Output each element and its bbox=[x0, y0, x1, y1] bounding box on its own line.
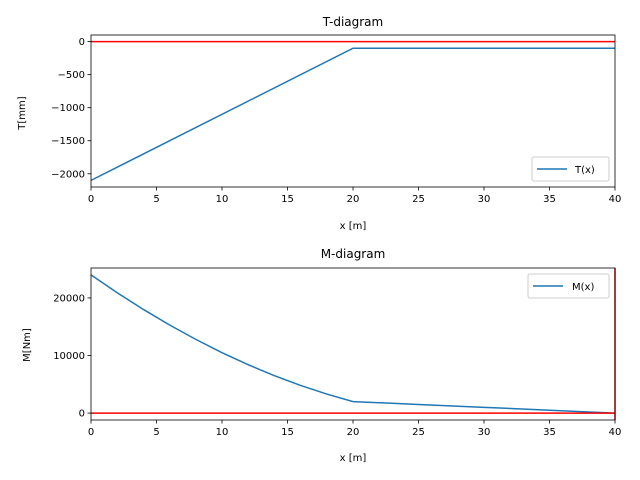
t-y-tick-label: −1500 bbox=[51, 136, 85, 147]
m-diagram-legend: M(x) bbox=[527, 273, 610, 299]
t-x-tick-label: 15 bbox=[281, 194, 294, 205]
t-diagram-ylabel: T[mm] bbox=[17, 96, 28, 130]
t-diagram-plot: 0 5 10 15 20 25 30 35 40 −2000 −1500 −1000 −500 0 bbox=[51, 34, 622, 205]
m-x-tick-label: 20 bbox=[347, 427, 360, 438]
t-x-tick-label: 0 bbox=[88, 194, 94, 205]
m-y-tick-label: 0 bbox=[79, 409, 85, 420]
m-x-tick-label: 40 bbox=[609, 427, 622, 438]
m-diagram-plot: 0 5 10 15 20 25 30 35 40 0 10000 20000 bbox=[53, 267, 622, 438]
m-x-tick-label: 35 bbox=[543, 427, 556, 438]
t-series-line-0 bbox=[90, 47, 615, 182]
m-diagram-xlabel: x [m] bbox=[340, 453, 367, 464]
t-legend-label: T(x) bbox=[574, 165, 595, 176]
t-diagram-legend: T(x) bbox=[531, 156, 610, 182]
m-legend-label: M(x) bbox=[572, 282, 594, 293]
t-x-tick-label: 20 bbox=[347, 194, 360, 205]
m-x-tick-label: 25 bbox=[412, 427, 425, 438]
t-x-tick-label: 5 bbox=[153, 194, 159, 205]
m-x-tick-label: 5 bbox=[153, 427, 159, 438]
t-diagram-title: T-diagram bbox=[322, 15, 383, 29]
m-x-tick-label: 30 bbox=[478, 427, 491, 438]
t-y-tick-label: −500 bbox=[58, 70, 85, 81]
m-x-tick-label: 15 bbox=[281, 427, 294, 438]
t-diagram-chart: T-diagram 0 5 10 15 20 25 30 35 40 −2000 −1500 −100… bbox=[17, 15, 621, 232]
t-diagram-xlabel: x [m] bbox=[340, 221, 367, 232]
m-series-line-0 bbox=[90, 274, 616, 414]
t-x-tick-label: 25 bbox=[412, 194, 425, 205]
t-y-tick-label: 0 bbox=[79, 37, 85, 48]
t-y-tick-label: −2000 bbox=[51, 169, 85, 180]
m-legend-frame bbox=[527, 273, 610, 299]
t-x-tick-label: 35 bbox=[543, 194, 556, 205]
t-y-tick-label: −1000 bbox=[51, 103, 85, 114]
t-x-tick-label: 30 bbox=[478, 194, 491, 205]
t-x-tick-label: 40 bbox=[609, 194, 622, 205]
m-diagram-title: M-diagram bbox=[321, 247, 386, 261]
m-y-tick-label: 10000 bbox=[53, 351, 85, 362]
m-x-tick-label: 0 bbox=[88, 427, 94, 438]
t-legend-frame bbox=[531, 156, 610, 182]
m-x-tick-label: 10 bbox=[216, 427, 229, 438]
t-x-tick-label: 10 bbox=[216, 194, 229, 205]
m-diagram-chart: M-diagram 0 5 10 15 20 25 30 35 40 0 10000 20000 x … bbox=[22, 247, 621, 464]
m-y-tick-label: 20000 bbox=[53, 293, 85, 304]
m-diagram-ylabel: M[Nm] bbox=[22, 328, 33, 362]
